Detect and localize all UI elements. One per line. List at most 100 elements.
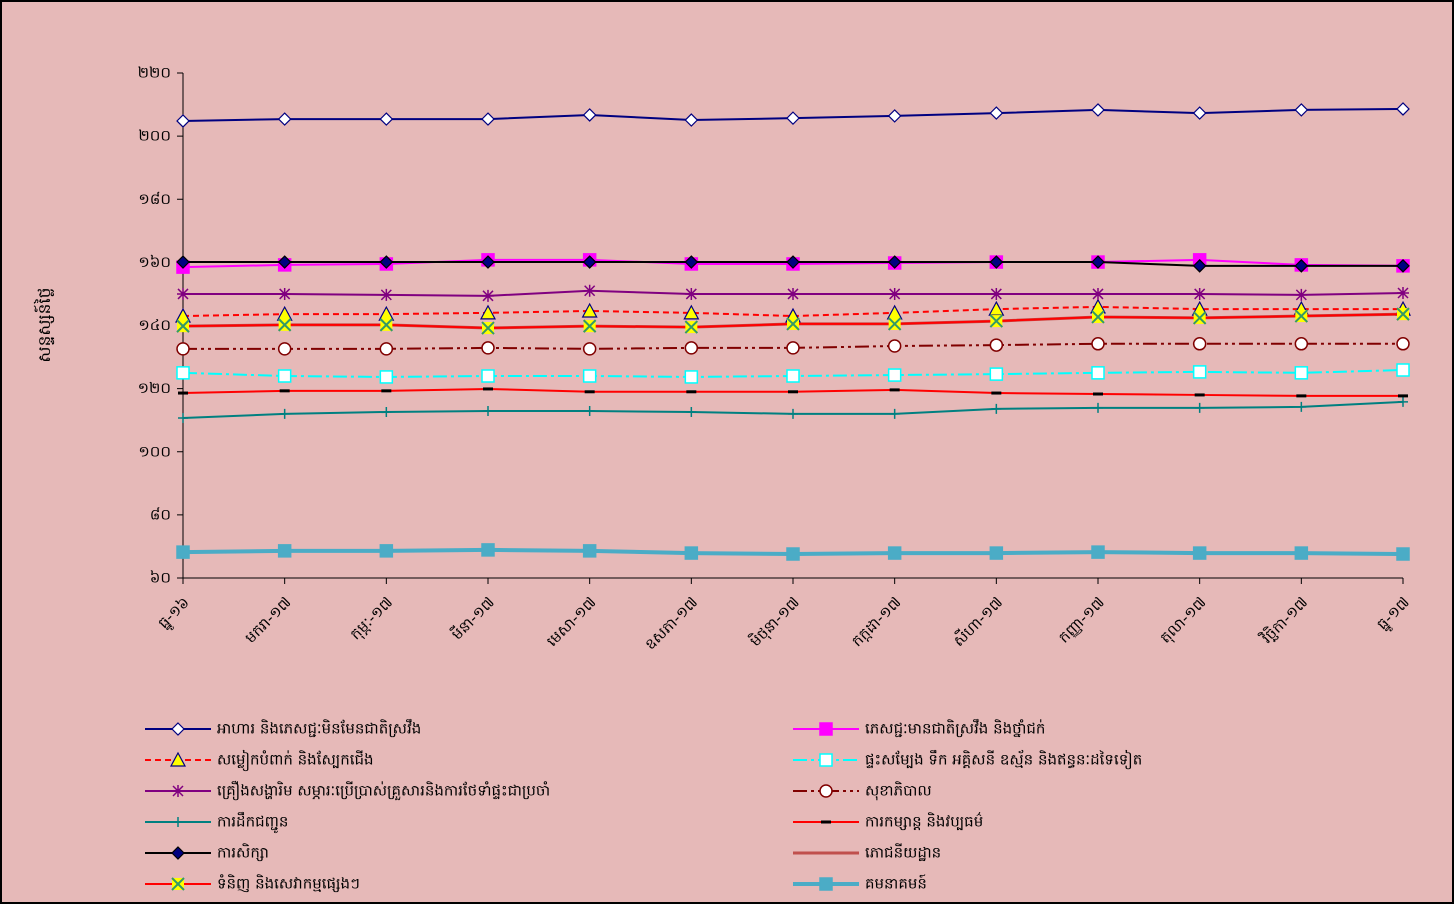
marker: [786, 255, 800, 269]
marker: [1396, 547, 1410, 561]
y-tick-label: ១៤០: [138, 316, 171, 334]
marker: [582, 108, 597, 122]
marker: [479, 304, 497, 320]
legend-label: ផ្ទះសម្បែង ទឹក អគ្គិសនី ឧស្ម័ន និងឥន្ធនៈ…: [865, 750, 1142, 770]
marker: [1294, 103, 1309, 117]
marker-x: [1192, 311, 1207, 325]
marker: [686, 406, 697, 417]
marker-x: [1294, 309, 1309, 323]
marker: [1295, 288, 1308, 301]
marker: [1192, 311, 1207, 325]
marker: [683, 304, 700, 320]
marker-x: [379, 318, 394, 332]
marker: [481, 112, 495, 126]
legend-label: គមនាគមន៍: [865, 874, 927, 893]
marker: [989, 255, 1004, 269]
marker: [819, 877, 833, 891]
marker: [684, 320, 699, 334]
marker: [1294, 546, 1309, 560]
marker-x: [1396, 307, 1410, 321]
marker: [787, 287, 799, 300]
marker: [819, 784, 833, 798]
legend-item: ភោជនីយដ្ឋាន: [793, 843, 941, 862]
marker: [989, 546, 1004, 560]
marker: [1396, 258, 1410, 273]
marker: [1194, 402, 1205, 413]
marker: [989, 367, 1004, 381]
marker: [584, 406, 595, 417]
marker: [1294, 337, 1309, 351]
marker: [277, 318, 292, 332]
marker: [177, 287, 189, 300]
marker: [481, 341, 495, 355]
marker: [380, 288, 393, 301]
marker: [887, 255, 902, 269]
marker-x: [171, 877, 185, 891]
marker: [888, 287, 901, 300]
y-axis-label: សន្ទស្សន៍ថ្លៃ: [33, 287, 55, 362]
marker: [1396, 363, 1410, 377]
marker: [1193, 287, 1206, 300]
marker: [1091, 366, 1105, 380]
marker: [582, 319, 597, 333]
marker: [582, 369, 597, 383]
marker: [381, 406, 392, 417]
legend-item: សុខាភិបាល: [793, 781, 932, 801]
marker: [582, 342, 597, 356]
marker: [1091, 310, 1105, 324]
marker: [989, 338, 1004, 352]
y-tick-label: ៨០: [150, 505, 171, 523]
marker: [583, 284, 596, 297]
marker: [481, 543, 495, 557]
marker: [279, 408, 290, 419]
marker: [171, 722, 185, 736]
marker-x: [989, 314, 1004, 328]
marker: [1091, 545, 1105, 559]
marker: [581, 302, 598, 318]
marker: [176, 114, 190, 128]
legend-label: ការសិក្សា: [217, 843, 269, 862]
marker: [786, 369, 800, 383]
marker: [379, 318, 394, 332]
y-tick-label: ២០០: [138, 127, 171, 145]
legend-label: សុខាភិបាល: [865, 781, 932, 801]
marker: [176, 545, 190, 559]
legend-item: គ្រឿងសង្ហារិម សម្ភារៈប្រើប្រាស់គ្រួសារនិ…: [145, 781, 550, 801]
marker: [277, 342, 292, 356]
marker: [786, 111, 800, 125]
legend-label: ភេសជ្ជៈមានជាតិស្រវឹង និងថ្នាំជក់: [865, 719, 1045, 738]
marker: [483, 406, 493, 417]
marker: [887, 317, 902, 331]
marker: [481, 369, 495, 383]
marker: [685, 287, 698, 300]
marker: [1294, 366, 1309, 380]
series: [176, 255, 1410, 273]
marker: [582, 544, 597, 558]
marker: [1091, 103, 1105, 117]
marker: [482, 289, 494, 302]
marker: [1396, 102, 1410, 116]
legend-label: ភោជនីយដ្ឋាន: [865, 843, 941, 862]
legend-item: ការកម្សាន្ត និងវប្បធម៌: [793, 812, 983, 831]
marker: [278, 287, 291, 300]
marker: [887, 109, 902, 123]
y-tick-label: ២២០: [138, 64, 171, 82]
marker-x: [786, 317, 800, 331]
legend-item: ភេសជ្ជៈមានជាតិស្រវឹង និងថ្នាំជក់: [793, 719, 1045, 738]
series: [178, 396, 1408, 423]
legend-label: ការដឹកជញ្ជូន: [217, 812, 288, 834]
marker: [277, 112, 292, 126]
marker: [1397, 286, 1409, 299]
marker: [991, 403, 1002, 414]
series: [176, 307, 1410, 335]
marker: [1398, 396, 1408, 407]
marker: [990, 287, 1003, 300]
marker: [277, 255, 292, 269]
marker: [1192, 337, 1207, 351]
marker: [684, 341, 699, 355]
legend-label: អាហារ និងភេសជ្ជៈមិនមែនជាតិស្រវឹង: [217, 719, 421, 738]
marker-x: [481, 321, 495, 335]
series: [177, 284, 1409, 302]
